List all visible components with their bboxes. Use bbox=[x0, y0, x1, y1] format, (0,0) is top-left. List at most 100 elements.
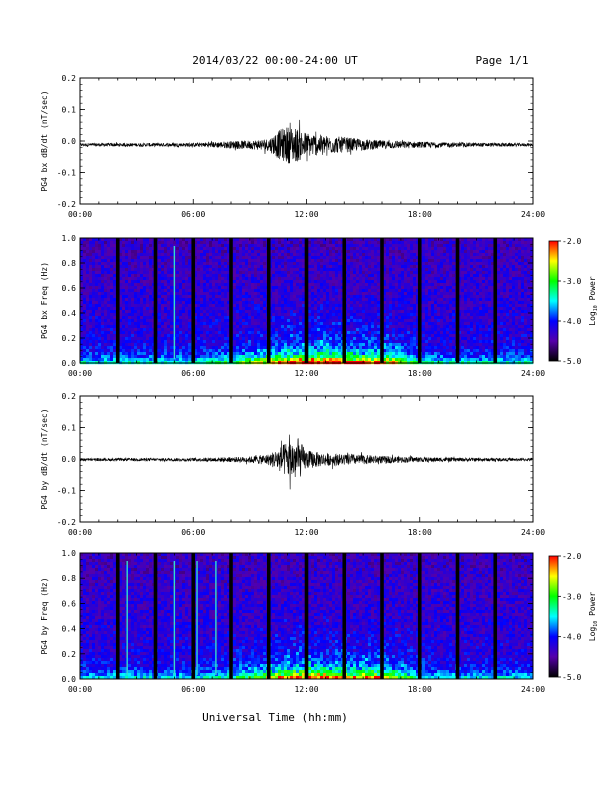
spectrogram-cell bbox=[287, 283, 291, 287]
spectrogram-cell bbox=[317, 247, 321, 251]
spectrogram-cell bbox=[158, 265, 162, 269]
spectrogram-cell bbox=[251, 244, 255, 248]
spectrogram-cell bbox=[101, 259, 105, 263]
spectrogram-cell bbox=[140, 283, 144, 287]
spectrogram-cell bbox=[326, 304, 330, 308]
spectrogram-cell bbox=[209, 340, 213, 344]
spectrogram-cell bbox=[110, 319, 114, 323]
spectrogram-cell bbox=[272, 238, 276, 242]
spectrogram-cell bbox=[134, 328, 138, 332]
spectrogram-cell bbox=[158, 337, 162, 341]
spectrogram-cell bbox=[386, 253, 390, 257]
spectrogram-cell bbox=[383, 274, 387, 278]
spectrogram-cell bbox=[257, 271, 261, 275]
spectrogram-cell bbox=[293, 346, 297, 350]
spectrogram-cell bbox=[389, 343, 393, 347]
spectrogram-cell bbox=[212, 253, 216, 257]
spectrogram-cell bbox=[275, 244, 279, 248]
spectrogram-cell bbox=[257, 238, 261, 242]
spectrogram-cell bbox=[113, 340, 117, 344]
spectrogram-cell bbox=[179, 313, 183, 317]
spectrogram-cell bbox=[353, 337, 357, 341]
spectrogram-cell bbox=[140, 310, 144, 314]
spectrogram-cell bbox=[248, 322, 252, 326]
spectrogram-cell bbox=[263, 307, 267, 311]
spectrogram-cell bbox=[308, 268, 312, 272]
spectrogram-cell bbox=[290, 274, 294, 278]
spectrogram-cell bbox=[293, 265, 297, 269]
spectrogram-cell bbox=[233, 262, 237, 266]
spectrogram-cell bbox=[407, 274, 411, 278]
spectrogram-cell bbox=[242, 346, 246, 350]
spectrogram-cell bbox=[269, 262, 273, 266]
spectrogram-cell bbox=[158, 346, 162, 350]
spectrogram-cell bbox=[359, 322, 363, 326]
spectrogram-cell bbox=[239, 277, 243, 281]
spectrogram-cell bbox=[251, 271, 255, 275]
spectrogram-cell bbox=[149, 304, 153, 308]
spectrogram-cell bbox=[146, 307, 150, 311]
spectrogram-cell bbox=[131, 301, 135, 305]
spectrogram-cell bbox=[299, 337, 303, 341]
spectrogram-cell bbox=[338, 301, 342, 305]
spectrogram-cell bbox=[233, 286, 237, 290]
spectrogram-cell bbox=[350, 319, 354, 323]
spectrogram-cell bbox=[107, 352, 111, 356]
spectrogram-cell bbox=[206, 301, 210, 305]
spectrogram-cell bbox=[296, 286, 300, 290]
spectrogram-cell bbox=[395, 250, 399, 254]
spectrogram-cell bbox=[104, 265, 108, 269]
spectrogram-cell bbox=[284, 280, 288, 284]
spectrogram-cell bbox=[239, 319, 243, 323]
spectrogram-cell bbox=[278, 322, 282, 326]
spectrogram-cell bbox=[392, 319, 396, 323]
spectrogram-cell bbox=[395, 316, 399, 320]
spectrogram-cell bbox=[89, 358, 93, 362]
spectrogram-cell bbox=[422, 262, 426, 266]
spectrogram-cell bbox=[128, 262, 132, 266]
spectrogram-cell bbox=[176, 322, 180, 326]
spectrogram-cell bbox=[335, 334, 339, 338]
spectrogram-cell bbox=[245, 277, 249, 281]
spectrogram-cell bbox=[332, 349, 336, 353]
spectrogram-cell bbox=[131, 250, 135, 254]
spectrogram-cell bbox=[257, 268, 261, 272]
spectrogram-cell bbox=[371, 349, 375, 353]
spectrogram-cell bbox=[236, 283, 240, 287]
spectrogram-cell bbox=[215, 334, 219, 338]
spectrogram-cell bbox=[212, 322, 216, 326]
spectrogram-cell bbox=[206, 313, 210, 317]
spectrogram-cell bbox=[188, 265, 192, 269]
spectrogram-cell bbox=[269, 346, 273, 350]
spectrogram-cell bbox=[104, 358, 108, 362]
spectrogram-cell bbox=[263, 250, 267, 254]
spectrogram-cell bbox=[107, 355, 111, 359]
spectrogram-cell bbox=[206, 340, 210, 344]
spectrogram-cell bbox=[362, 253, 366, 257]
spectrogram-cell bbox=[248, 352, 252, 356]
spectrogram-cell bbox=[131, 334, 135, 338]
spectrogram-cell bbox=[332, 355, 336, 359]
spectrogram-cell bbox=[197, 313, 201, 317]
spectrogram-cell bbox=[248, 271, 252, 275]
spectrogram-cell bbox=[347, 301, 351, 305]
spectrogram-cell bbox=[263, 271, 267, 275]
spectrogram-cell bbox=[332, 247, 336, 251]
spectrogram-cell bbox=[188, 334, 192, 338]
spectrogram-cell bbox=[239, 349, 243, 353]
spectrogram-cell bbox=[392, 241, 396, 245]
spectrogram-cell bbox=[425, 256, 429, 260]
spectrogram-cell bbox=[281, 280, 285, 284]
spectrogram-cell bbox=[203, 343, 207, 347]
spectrogram-cell bbox=[410, 253, 414, 257]
spectrogram-cell bbox=[371, 265, 375, 269]
spectrogram-cell bbox=[422, 280, 426, 284]
spectrogram-cell bbox=[302, 322, 306, 326]
spectrogram-cell bbox=[188, 337, 192, 341]
spectrogram-cell bbox=[89, 352, 93, 356]
spectrogram-cell bbox=[137, 322, 141, 326]
spectrogram-cell bbox=[146, 247, 150, 251]
spectrogram-cell bbox=[374, 259, 378, 263]
spectrogram-cell bbox=[320, 322, 324, 326]
spectrogram-cell bbox=[362, 325, 366, 329]
